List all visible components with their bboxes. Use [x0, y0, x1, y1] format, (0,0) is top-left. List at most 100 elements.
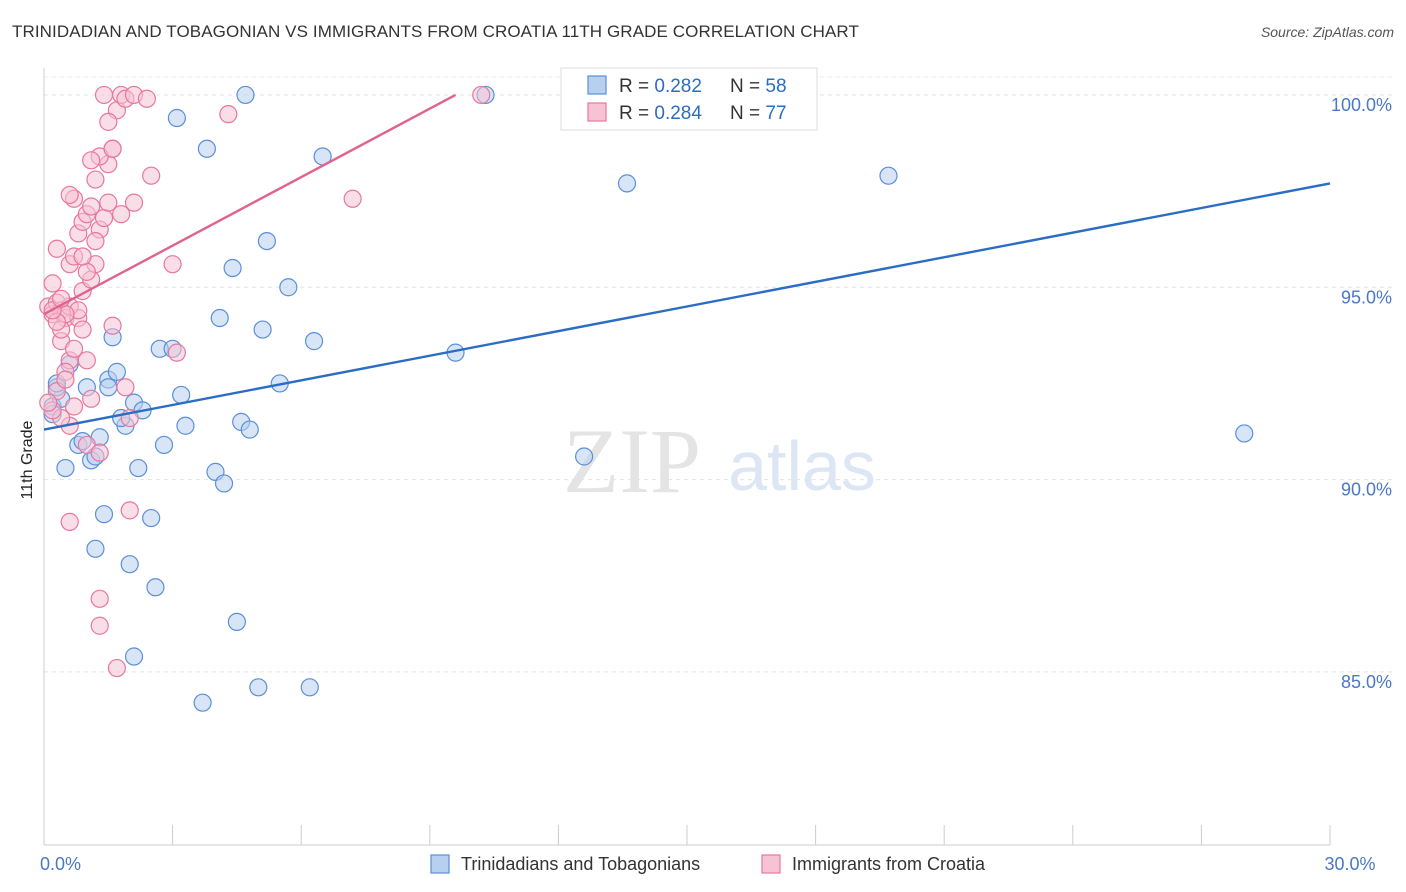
point-blue-39	[94, 505, 114, 524]
svg-text:N = 77: N = 77	[730, 103, 787, 124]
trend-line-blue	[43, 182, 1331, 431]
point-pink-62	[77, 262, 96, 281]
bottom-legend: Trinidadians and Tobagonians Immigrants …	[430, 854, 986, 874]
point-pink-52	[167, 343, 186, 362]
watermark-atlas: atlas	[728, 427, 876, 505]
point-blue-23	[167, 108, 186, 128]
gridlines	[44, 76, 1392, 673]
legend-swatch-blue	[587, 75, 607, 95]
point-pink-29	[343, 189, 362, 208]
y-tick-label-0: 85.0%	[1341, 672, 1392, 692]
legend-r-value-1: 0.282	[654, 76, 702, 97]
x-tick-label-0: 0.0%	[40, 854, 81, 874]
data-points	[39, 85, 1254, 712]
point-blue-17	[142, 508, 161, 528]
legend-n-value-1: 58	[765, 76, 786, 97]
point-blue-22	[176, 416, 195, 435]
point-pink-48	[73, 320, 92, 339]
point-blue-42	[227, 612, 246, 632]
trend-lines	[43, 93, 1331, 431]
legend-r-label-2: R =	[619, 103, 654, 124]
x-tick-label-1: 30.0%	[1324, 854, 1375, 874]
point-pink-66	[124, 193, 144, 212]
point-pink-42	[103, 316, 122, 335]
point-pink-69	[82, 151, 101, 170]
point-blue-35	[279, 278, 298, 297]
point-pink-68	[60, 185, 79, 205]
point-pink-64	[73, 247, 92, 266]
point-pink-12	[82, 197, 101, 216]
point-pink-16	[86, 170, 105, 189]
y-tick-label-3: 100.0%	[1331, 95, 1392, 115]
point-blue-28	[223, 258, 242, 278]
point-pink-43	[116, 378, 135, 397]
point-blue-32	[253, 320, 272, 339]
point-pink-65	[99, 193, 118, 212]
point-pink-63	[86, 231, 105, 251]
legend-n-label-2: N =	[730, 103, 765, 124]
point-pink-38	[64, 397, 84, 416]
point-blue-45	[300, 678, 319, 697]
point-blue-12	[99, 378, 118, 397]
point-blue-38	[86, 539, 105, 558]
point-blue-44	[249, 678, 268, 697]
point-blue-33	[257, 231, 277, 251]
point-pink-75	[39, 393, 58, 412]
point-pink-67	[112, 205, 131, 224]
point-blue-50	[617, 174, 637, 193]
point-pink-6	[47, 239, 66, 258]
y-tick-label-1: 90.0%	[1341, 480, 1392, 500]
point-pink-5	[43, 274, 62, 293]
svg-text:R = 0.282: R = 0.282	[619, 76, 702, 97]
legend-n-label-1: N =	[730, 76, 765, 97]
point-blue-52	[1235, 424, 1254, 443]
point-blue-4	[56, 458, 75, 478]
point-blue-25	[210, 308, 229, 328]
point-blue-36	[304, 332, 324, 351]
point-pink-25	[94, 85, 114, 105]
point-blue-49	[575, 447, 594, 466]
point-pink-72	[137, 89, 156, 108]
point-pink-45	[82, 389, 101, 408]
axes	[43, 68, 1331, 846]
chart-title: TRINIDADIAN AND TOBAGONIAN VS IMMIGRANTS…	[12, 22, 859, 41]
point-blue-11	[107, 362, 126, 381]
point-blue-43	[124, 647, 144, 666]
legend-swatch-pink	[587, 102, 607, 122]
point-blue-24	[197, 139, 216, 158]
legend-n-value-2: 77	[765, 103, 786, 124]
point-blue-31	[236, 85, 255, 105]
y-axis-title: 11th Grade	[19, 420, 36, 499]
point-pink-26	[219, 105, 238, 124]
bottom-legend-label-blue: Trinidadians and Tobagonians	[461, 854, 700, 874]
point-pink-37	[56, 370, 75, 389]
point-blue-51	[879, 166, 898, 185]
point-blue-27	[214, 474, 234, 493]
point-pink-56	[90, 616, 109, 635]
point-blue-18	[154, 435, 174, 455]
point-pink-76	[77, 351, 96, 370]
legend-box: R = 0.282 N = 58 R = 0.284 N = 77	[560, 67, 818, 131]
point-pink-21	[99, 112, 118, 131]
trend-line-pink	[43, 93, 457, 316]
point-pink-27	[142, 166, 161, 185]
point-pink-53	[120, 501, 139, 520]
point-blue-30	[240, 420, 259, 439]
point-pink-71	[472, 85, 491, 105]
point-pink-70	[103, 139, 122, 158]
bottom-legend-label-pink: Immigrants from Croatia	[792, 854, 986, 874]
point-pink-54	[60, 512, 79, 531]
svg-text:N = 58: N = 58	[730, 76, 787, 97]
point-pink-28	[163, 255, 182, 274]
svg-text:R = 0.284: R = 0.284	[619, 103, 702, 124]
point-pink-55	[90, 589, 109, 608]
point-blue-16	[129, 458, 148, 478]
source-label: Source: ZipAtlas.com	[1260, 24, 1394, 40]
legend-r-value-2: 0.284	[654, 103, 702, 124]
y-tick-label-2: 95.0%	[1341, 287, 1392, 307]
point-pink-41	[90, 443, 109, 462]
bottom-legend-swatch-pink	[761, 854, 781, 874]
legend-r-label-1: R =	[619, 76, 654, 97]
point-pink-57	[107, 658, 126, 678]
